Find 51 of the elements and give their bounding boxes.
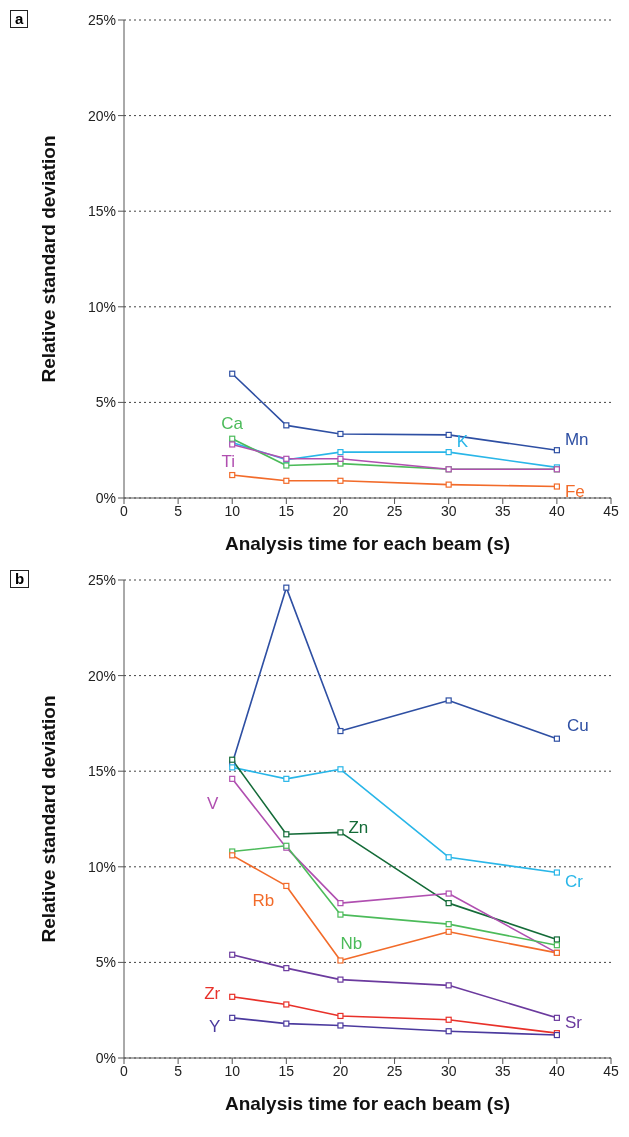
x-tick-label: 30	[440, 502, 457, 519]
text: b	[10, 570, 30, 588]
series-label: Sr	[564, 1013, 583, 1033]
x-tick-label: 35	[494, 1062, 511, 1079]
x-tick-label: 40	[549, 1062, 565, 1079]
series-label: Zn	[348, 817, 369, 837]
y-tick-label: 15%	[87, 763, 116, 780]
x-axis-title: Analysis time for each beam (s)	[224, 533, 511, 554]
x-tick-label: 20	[332, 1062, 349, 1079]
text: a	[10, 10, 29, 28]
series-label: Ca	[221, 414, 244, 434]
series-label: Cu	[566, 716, 589, 736]
series-label: Rb	[252, 891, 275, 911]
y-tick-label: 10%	[87, 858, 116, 875]
y-axis-title: Relative standard deviation	[37, 695, 59, 943]
y-tick-label: 20%	[87, 667, 116, 684]
x-tick-label: 25	[386, 1062, 403, 1079]
x-tick-label: 45	[603, 1062, 619, 1079]
x-tick-label: 35	[494, 502, 511, 519]
y-tick-label: 5%	[95, 954, 116, 971]
series-label: V	[206, 794, 219, 814]
y-tick-label: 25%	[87, 11, 116, 28]
x-tick-label: 10	[224, 1062, 241, 1079]
y-tick-label: 5%	[95, 394, 116, 411]
x-tick-label: 45	[603, 502, 619, 519]
x-tick-label: 30	[440, 1062, 457, 1079]
series-label: Fe	[564, 482, 585, 502]
x-axis-title: Analysis time for each beam (s)	[224, 1093, 511, 1114]
x-tick-label: 15	[278, 1062, 295, 1079]
x-tick-label: 40	[549, 502, 565, 519]
x-tick-label: 10	[224, 502, 241, 519]
x-tick-label: 5	[174, 1062, 183, 1079]
series-label: Y	[208, 1017, 221, 1037]
series-label: Zr	[204, 984, 221, 1004]
y-tick-label: 10%	[87, 298, 116, 315]
series-label: Nb	[340, 934, 363, 954]
series-label: Mn	[564, 429, 589, 449]
y-tick-label: 25%	[87, 571, 116, 588]
series-label: Ti	[221, 451, 235, 471]
y-axis-title: Relative standard deviation	[37, 135, 59, 383]
y-tick-label: 0%	[95, 1049, 116, 1066]
x-tick-label: 0	[120, 1062, 129, 1079]
x-tick-label: 15	[278, 502, 295, 519]
series-label: Cr	[564, 872, 584, 892]
x-tick-label: 20	[332, 502, 349, 519]
x-tick-label: 5	[174, 502, 183, 519]
x-tick-label: 0	[120, 502, 129, 519]
y-tick-label: 0%	[95, 489, 116, 506]
y-tick-label: 20%	[87, 107, 116, 124]
y-tick-label: 15%	[87, 203, 116, 220]
x-tick-label: 25	[386, 502, 403, 519]
